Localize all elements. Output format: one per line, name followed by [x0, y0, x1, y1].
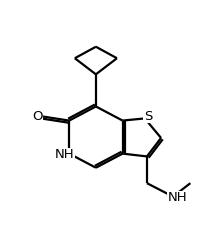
Text: NH: NH	[167, 191, 187, 204]
Text: NH: NH	[55, 148, 74, 161]
Text: S: S	[144, 110, 152, 123]
Text: O: O	[32, 110, 42, 123]
